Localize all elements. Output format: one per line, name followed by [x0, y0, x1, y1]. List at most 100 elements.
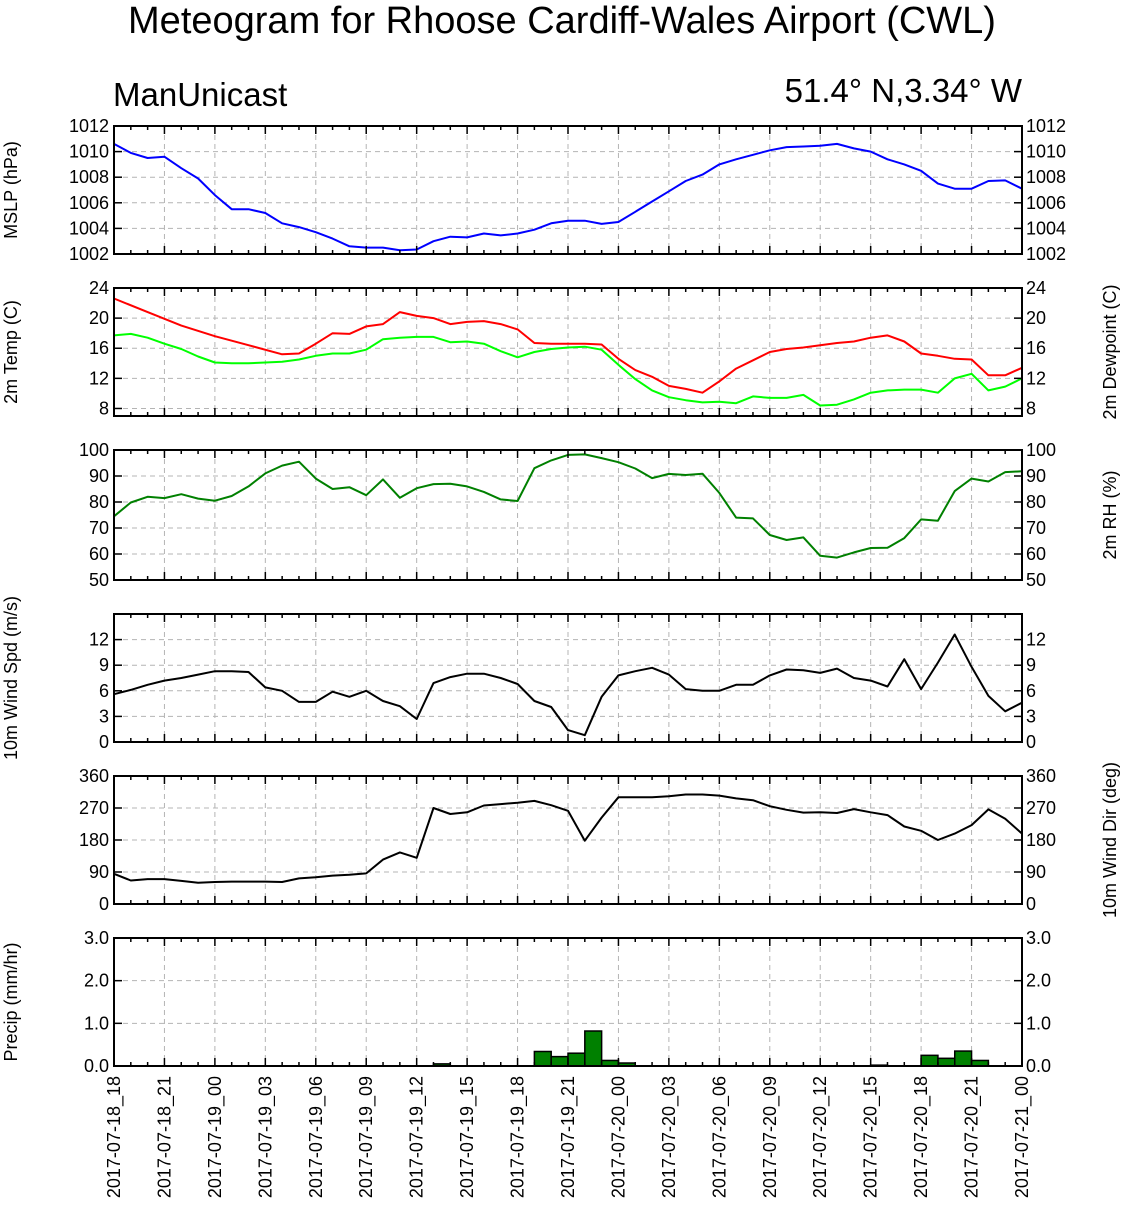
y-axis-label-right: 10m Wind Dir (deg) — [1100, 762, 1120, 918]
y-tick-label: 1002 — [69, 244, 109, 264]
y-tick-label: 12 — [89, 368, 109, 388]
precip-bar — [550, 1055, 569, 1067]
y-axis-label-left: MSLP (hPa) — [1, 141, 21, 239]
x-tick-label: 2017-07-20_15 — [861, 1076, 882, 1198]
y-tick-label: 60 — [1026, 544, 1046, 564]
x-tick-label: 2017-07-20_18 — [911, 1076, 932, 1198]
y-tick-label: 180 — [79, 830, 109, 850]
y-tick-label: 16 — [1026, 338, 1046, 358]
y-tick-label: 0 — [99, 894, 109, 914]
y-tick-label: 1004 — [69, 218, 109, 238]
y-tick-label: 24 — [1026, 278, 1046, 298]
y-tick-label: 6 — [99, 681, 109, 701]
y-tick-label: 0.0 — [84, 1056, 109, 1076]
y-tick-label: 90 — [89, 862, 109, 882]
y-tick-label: 2.0 — [84, 971, 109, 991]
y-tick-label: 70 — [1026, 518, 1046, 538]
y-tick-label: 90 — [1026, 862, 1046, 882]
y-tick-label: 20 — [1026, 308, 1046, 328]
y-tick-label: 270 — [1026, 798, 1056, 818]
y-tick-label: 270 — [79, 798, 109, 818]
y-tick-label: 90 — [1026, 466, 1046, 486]
x-tick-label: 2017-07-19_15 — [457, 1076, 478, 1198]
y-tick-label: 24 — [89, 278, 109, 298]
series-line-temp-0 — [113, 297, 1023, 394]
y-tick-label: 1010 — [1026, 142, 1066, 162]
series-line-wind-direction-0 — [113, 793, 1023, 884]
series-line-wind-speed-0 — [113, 633, 1023, 737]
precip-bar — [937, 1057, 956, 1067]
y-tick-label: 1008 — [1026, 167, 1066, 187]
x-tick-label: 2017-07-20_09 — [760, 1076, 781, 1198]
y-tick-label: 0.0 — [1026, 1056, 1051, 1076]
coordinates: 51.4° N,3.34° W — [784, 72, 1022, 109]
y-tick-label: 100 — [79, 440, 109, 460]
y-tick-label: 9 — [99, 655, 109, 675]
y-tick-label: 0 — [1026, 894, 1036, 914]
y-tick-label: 90 — [89, 466, 109, 486]
y-tick-label: 1002 — [1026, 244, 1066, 264]
precip-bar — [584, 1030, 603, 1067]
series-line-mslp-0 — [113, 142, 1023, 252]
y-tick-label: 50 — [1026, 570, 1046, 590]
x-tick-label: 2017-07-19_21 — [558, 1076, 579, 1198]
x-tick-label: 2017-07-20_06 — [709, 1076, 730, 1198]
y-tick-label: 1.0 — [84, 1013, 109, 1033]
x-tick-label: 2017-07-20_21 — [962, 1076, 983, 1198]
y-tick-label: 1006 — [1026, 193, 1066, 213]
y-tick-label: 80 — [1026, 492, 1046, 512]
y-tick-label: 16 — [89, 338, 109, 358]
panel-precip: 0.0 0.0 1.0 1.0 2.0 2.0 3.0 3.0 Precip (mm/hr) — [1, 928, 1051, 1076]
y-tick-label: 360 — [1026, 766, 1056, 786]
y-tick-label: 3.0 — [84, 928, 109, 948]
y-tick-label: 1008 — [69, 167, 109, 187]
x-tick-label: 2017-07-20_03 — [659, 1076, 680, 1198]
precip-bar — [567, 1052, 586, 1067]
y-tick-label: 3.0 — [1026, 928, 1051, 948]
y-tick-label: 3 — [99, 706, 109, 726]
x-tick-label: 2017-07-21_00 — [1012, 1076, 1033, 1198]
y-axis-label-right: 2m Dewpoint (C) — [1100, 284, 1120, 419]
y-axis-label-left: Precip (mm/hr) — [1, 942, 21, 1061]
page-title: Meteogram for Rhoose Cardiff-Wales Airpo… — [128, 0, 996, 42]
y-tick-label: 2.0 — [1026, 971, 1051, 991]
precip-bar — [953, 1050, 973, 1067]
precip-bar — [920, 1054, 939, 1067]
panel-wind-speed: 0 0 3 3 6 6 9 9 12 12 10m Wind Spd (m/s) — [1, 596, 1046, 760]
y-tick-label: 1012 — [1026, 116, 1066, 136]
y-tick-label: 8 — [99, 398, 109, 418]
x-tick-label: 2017-07-19_06 — [306, 1076, 327, 1198]
x-tick-label: 2017-07-20_12 — [810, 1076, 831, 1198]
y-tick-label: 12 — [1026, 368, 1046, 388]
y-tick-label: 70 — [89, 518, 109, 538]
y-tick-label: 1010 — [69, 142, 109, 162]
y-tick-label: 9 — [1026, 655, 1036, 675]
y-tick-label: 1004 — [1026, 218, 1066, 238]
x-tick-label: 2017-07-19_00 — [205, 1076, 226, 1198]
x-tick-label: 2017-07-19_03 — [255, 1076, 276, 1198]
y-tick-label: 100 — [1026, 440, 1056, 460]
panel-wind-direction: 0 0 90 90 180 180 270 270 360 360 10m Wind Dir (de… — [79, 762, 1120, 918]
y-tick-label: 360 — [79, 766, 109, 786]
y-tick-label: 1.0 — [1026, 1013, 1051, 1033]
x-tick-label: 2017-07-19_12 — [407, 1076, 428, 1198]
panel-rh: 50 50 60 60 70 70 80 80 90 90 100 100 2m RH (%) — [79, 440, 1120, 590]
y-tick-label: 1012 — [69, 116, 109, 136]
y-tick-label: 60 — [89, 544, 109, 564]
y-tick-label: 6 — [1026, 681, 1036, 701]
y-tick-label: 3 — [1026, 706, 1036, 726]
x-tick-label: 2017-07-19_09 — [356, 1076, 377, 1198]
series-line-temp-1 — [113, 332, 1023, 407]
x-tick-label: 2017-07-18_21 — [154, 1076, 175, 1198]
y-tick-label: 0 — [99, 732, 109, 752]
y-tick-label: 50 — [89, 570, 109, 590]
y-tick-label: 80 — [89, 492, 109, 512]
x-tick-label: 2017-07-20_00 — [608, 1076, 629, 1198]
y-tick-label: 180 — [1026, 830, 1056, 850]
y-axis-label-left: 10m Wind Spd (m/s) — [1, 596, 21, 760]
model-name: ManUnicast — [113, 76, 288, 113]
x-tick-label: 2017-07-18_18 — [104, 1076, 125, 1198]
y-tick-label: 12 — [1026, 630, 1046, 650]
y-tick-label: 1006 — [69, 193, 109, 213]
panel-temp: 8 8 12 12 16 16 20 20 24 24 2m Temp (C) 2m Dewpoint… — [1, 278, 1120, 420]
